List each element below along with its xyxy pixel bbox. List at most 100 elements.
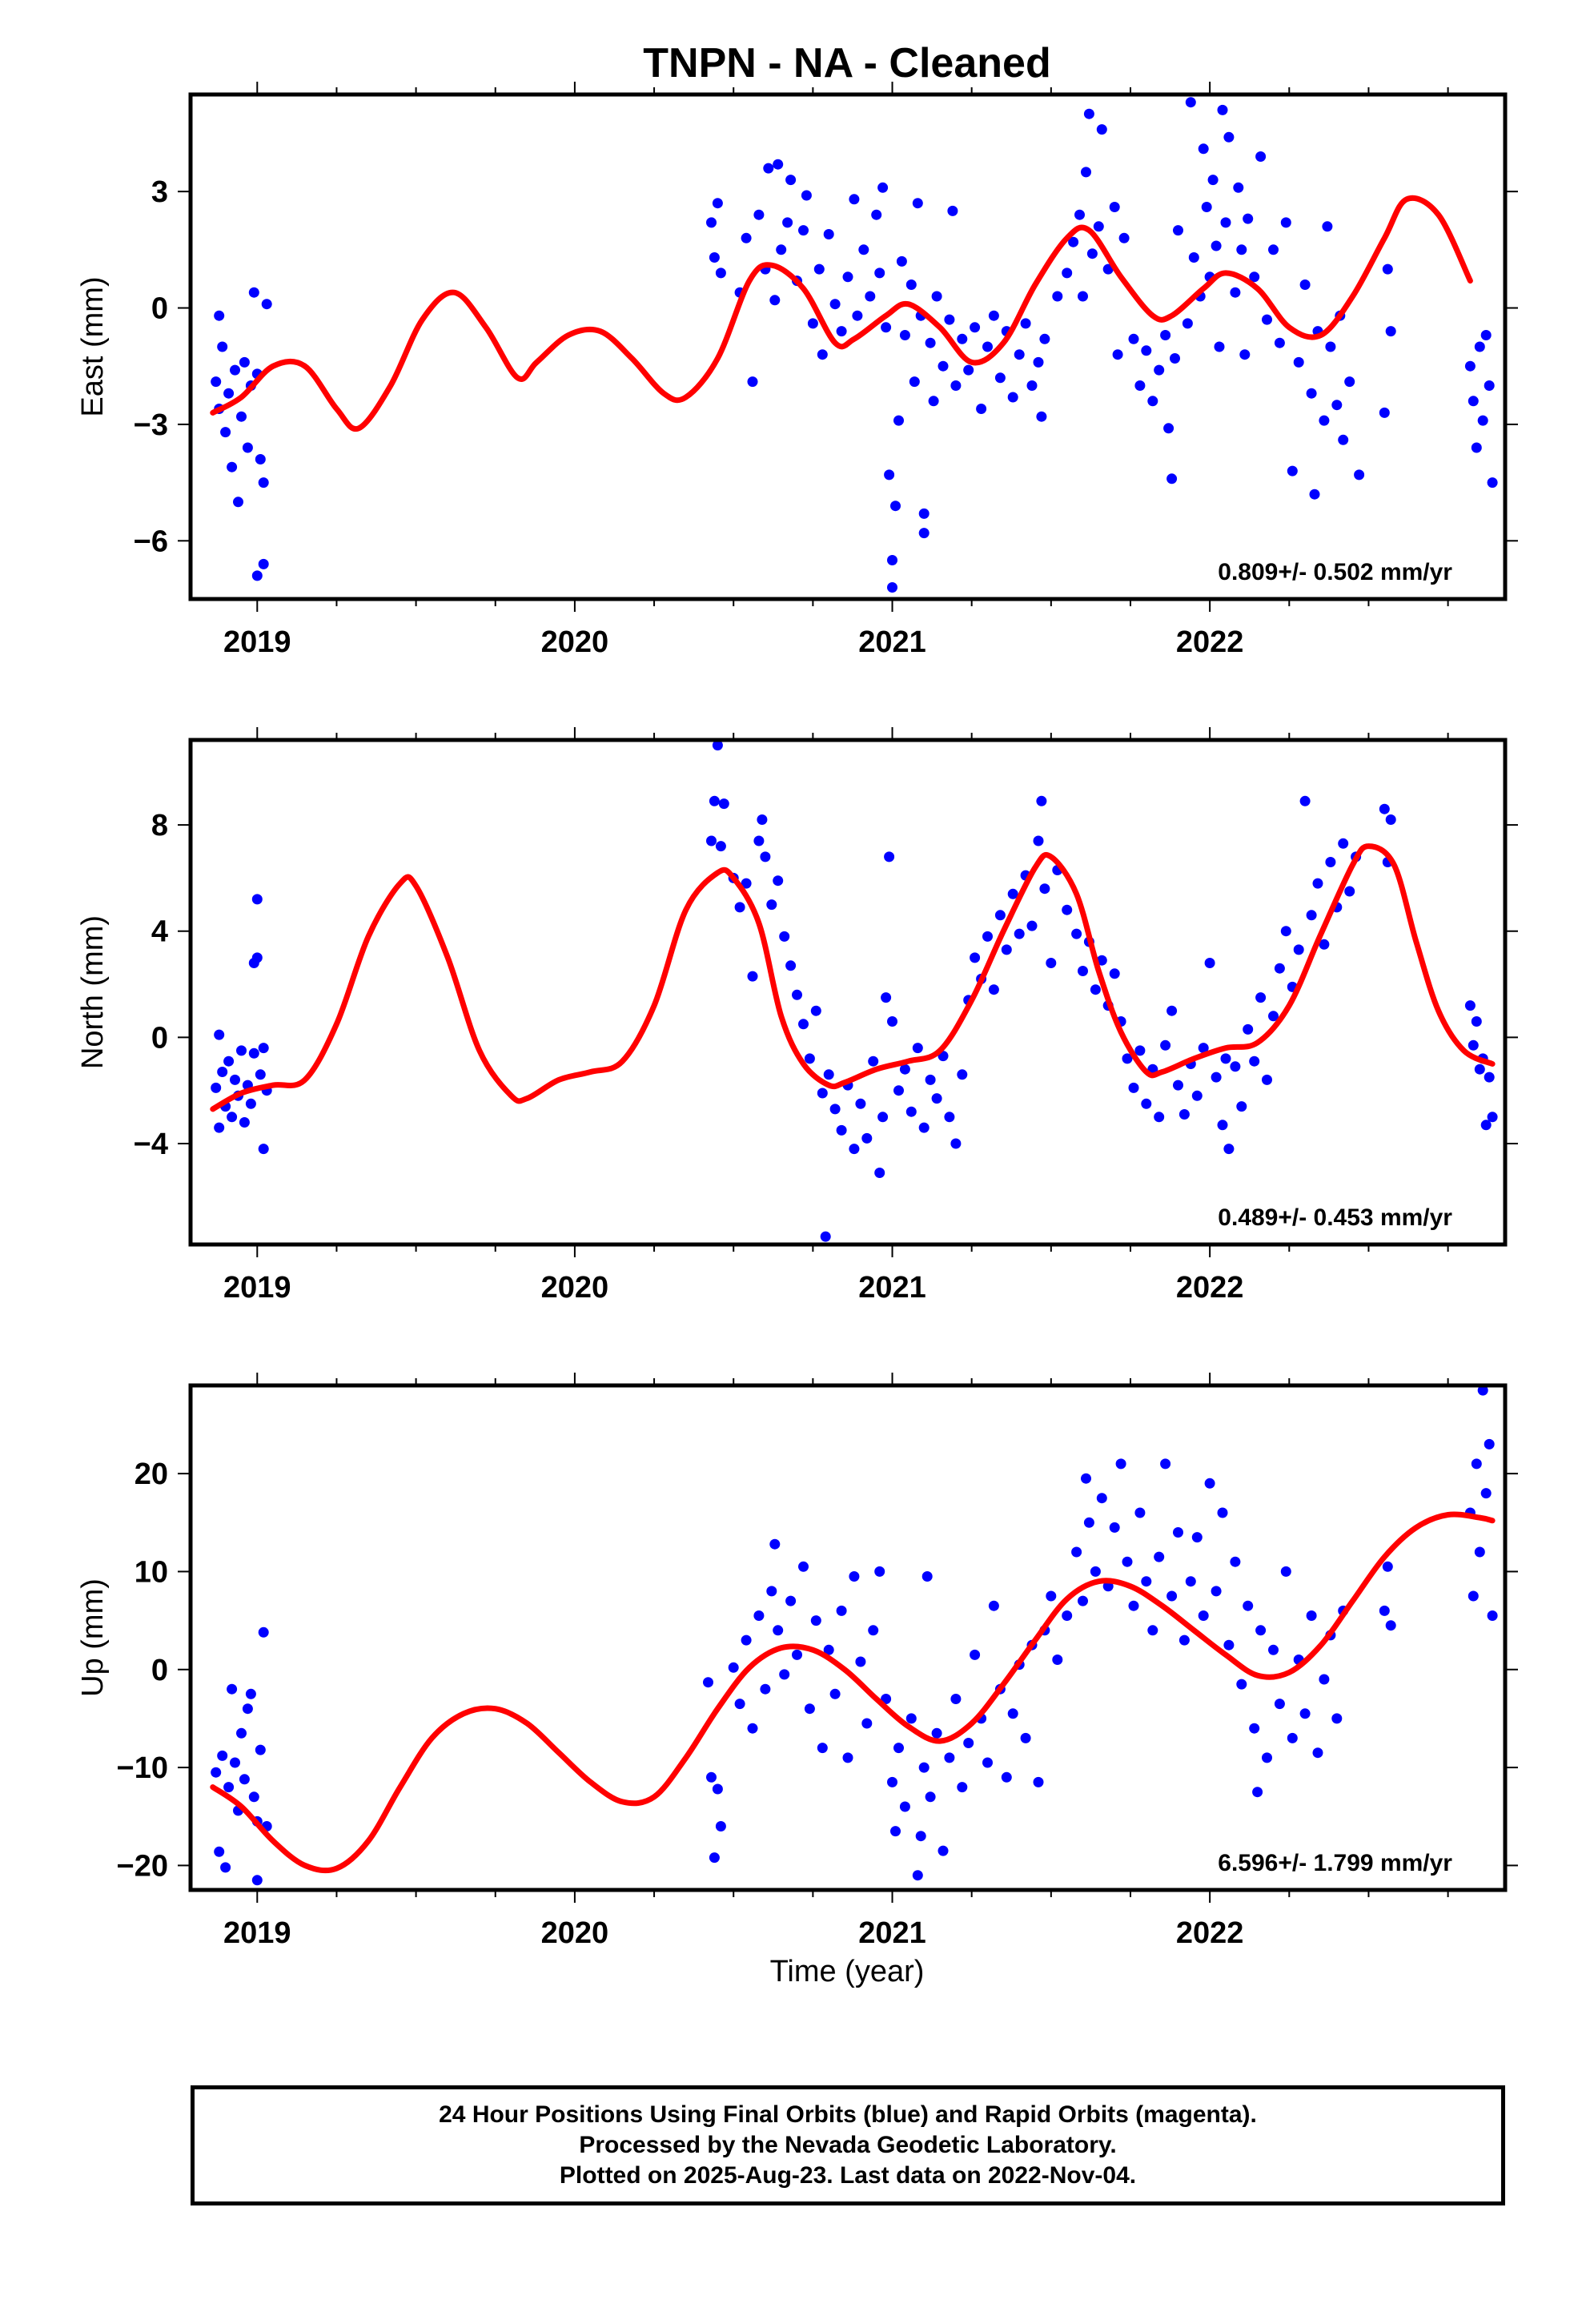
east-observation-point bbox=[753, 209, 765, 220]
north-observation-point bbox=[1471, 1016, 1482, 1027]
up-observation-point bbox=[236, 1727, 247, 1739]
north-observation-point bbox=[1154, 1112, 1165, 1123]
north-observation-point bbox=[1173, 1080, 1183, 1091]
up-observation-point bbox=[1252, 1787, 1263, 1798]
east-observation-point bbox=[706, 217, 717, 228]
east-observation-point bbox=[223, 388, 235, 399]
east-observation-point bbox=[227, 461, 238, 472]
east-observation-point bbox=[239, 356, 250, 368]
north-observation-point bbox=[1033, 835, 1044, 846]
north-y-tick-label: 0 bbox=[151, 1021, 168, 1055]
up-observation-point bbox=[829, 1688, 841, 1699]
north-observation-point bbox=[810, 1005, 821, 1016]
east-observation-point bbox=[1086, 248, 1098, 259]
up-observation-point bbox=[1122, 1556, 1133, 1567]
north-observation-point bbox=[970, 952, 981, 963]
east-observation-point bbox=[255, 454, 266, 464]
up-x-tick-label: 2021 bbox=[858, 1916, 926, 1950]
up-observation-point bbox=[1255, 1625, 1267, 1636]
east-observation-point bbox=[1236, 244, 1247, 255]
east-observation-point bbox=[1083, 108, 1094, 119]
up-observation-point bbox=[1007, 1708, 1018, 1719]
up-observation-point bbox=[1223, 1639, 1235, 1651]
east-observation-point bbox=[1230, 287, 1241, 298]
east-observation-point bbox=[1109, 202, 1120, 212]
north-observation-point bbox=[753, 835, 765, 846]
east-observation-point bbox=[801, 190, 812, 201]
up-observation-point bbox=[230, 1757, 240, 1768]
east-observation-point bbox=[261, 299, 272, 310]
east-observation-point bbox=[928, 396, 939, 407]
east-x-tick-label: 2021 bbox=[858, 625, 926, 659]
east-observation-point bbox=[1188, 252, 1199, 263]
east-observation-point bbox=[242, 442, 253, 453]
east-observation-point bbox=[1379, 407, 1390, 418]
up-observation-point bbox=[887, 1776, 897, 1787]
north-observation-point bbox=[1204, 958, 1215, 968]
up-observation-point bbox=[1468, 1590, 1479, 1602]
up-observation-point bbox=[220, 1862, 231, 1873]
north-observation-point bbox=[709, 795, 720, 806]
east-observation-point bbox=[988, 310, 999, 321]
north-observation-point bbox=[760, 851, 771, 862]
footer-line-2: Processed by the Nevada Geodetic Laborat… bbox=[579, 2132, 1117, 2158]
north-observation-point bbox=[757, 814, 768, 825]
north-observation-point bbox=[881, 992, 892, 1003]
north-observation-point bbox=[804, 1053, 815, 1064]
up-x-tick-label: 2019 bbox=[223, 1916, 291, 1950]
east-observation-point bbox=[763, 163, 774, 174]
north-observation-point bbox=[1484, 1072, 1495, 1083]
east-observation-point bbox=[211, 376, 222, 388]
east-observation-point bbox=[1074, 209, 1085, 220]
up-observation-point bbox=[728, 1662, 739, 1673]
up-y-tick-label: 0 bbox=[151, 1654, 168, 1687]
east-observation-point bbox=[836, 326, 847, 337]
up-observation-point bbox=[1331, 1713, 1343, 1724]
up-observation-point bbox=[785, 1595, 797, 1606]
north-observation-point bbox=[214, 1029, 225, 1040]
north-observation-point bbox=[1344, 886, 1355, 897]
up-observation-point bbox=[931, 1727, 942, 1739]
north-observation-point bbox=[1220, 1053, 1231, 1064]
up-observation-point bbox=[255, 1744, 266, 1755]
north-x-tick-label: 2020 bbox=[541, 1271, 609, 1305]
up-observation-point bbox=[1262, 1752, 1272, 1763]
east-observation-point bbox=[1173, 225, 1183, 236]
up-observation-point bbox=[239, 1774, 250, 1785]
up-observation-point bbox=[950, 1694, 962, 1704]
east-observation-point bbox=[741, 232, 752, 243]
north-observation-point bbox=[1243, 1023, 1254, 1035]
east-fit-curve bbox=[210, 195, 1473, 432]
east-plot-frame bbox=[188, 92, 1508, 601]
north-minor-ticks bbox=[256, 727, 1449, 1257]
north-observation-point bbox=[829, 1104, 841, 1115]
north-observation-point bbox=[1312, 878, 1323, 889]
north-observation-point bbox=[950, 1138, 962, 1149]
north-observation-point bbox=[236, 1045, 247, 1056]
up-observation-point bbox=[1001, 1771, 1012, 1783]
east-observation-point bbox=[785, 175, 797, 186]
north-observation-point bbox=[820, 1231, 831, 1242]
east-observation-point bbox=[1243, 213, 1254, 224]
up-x-tick-label: 2020 bbox=[541, 1916, 609, 1950]
north-observation-point bbox=[747, 971, 758, 982]
north-observation-point bbox=[255, 1069, 266, 1080]
east-observation-point bbox=[1325, 341, 1336, 352]
up-plot-frame bbox=[188, 1383, 1508, 1892]
east-observation-point bbox=[1287, 465, 1298, 476]
up-observation-point bbox=[766, 1586, 777, 1597]
up-observation-point bbox=[855, 1656, 866, 1667]
north-observation-point bbox=[792, 989, 802, 1000]
east-observation-point bbox=[947, 205, 958, 216]
north-observation-point bbox=[823, 1069, 834, 1080]
up-observation-point bbox=[792, 1649, 802, 1660]
up-rate-label: 6.596+/- 1.799 mm/yr bbox=[1218, 1850, 1452, 1876]
up-observation-point bbox=[874, 1566, 885, 1577]
up-observation-point bbox=[734, 1699, 745, 1710]
east-observation-point bbox=[994, 372, 1006, 384]
north-observation-point bbox=[245, 1098, 256, 1109]
east-observation-point bbox=[1207, 175, 1219, 186]
east-observation-point bbox=[1239, 349, 1251, 360]
up-observation-point bbox=[1204, 1478, 1215, 1489]
east-observation-point bbox=[1471, 442, 1482, 453]
